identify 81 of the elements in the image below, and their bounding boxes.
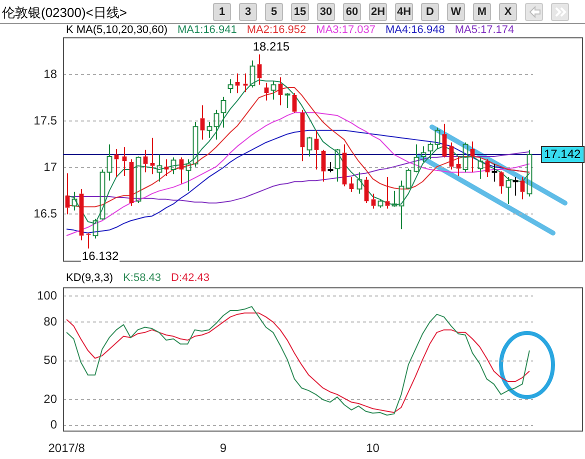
text: X (499, 3, 517, 21)
candlestick (179, 156, 184, 184)
candlestick (284, 92, 290, 109)
candlestick (342, 144, 347, 187)
candlestick (214, 109, 220, 140)
candlestick (398, 180, 404, 230)
candlestick (129, 158, 134, 206)
y-tick-label: 20 (44, 392, 58, 406)
chart-title: 伦敦银(02300)<日线> (2, 4, 127, 22)
y-tick-label: 17 (44, 160, 58, 174)
candlestick (492, 163, 498, 182)
candlestick (449, 142, 454, 170)
text: 4H (395, 3, 413, 21)
candlestick (442, 123, 447, 158)
text: 5 (265, 3, 283, 21)
candlestick (371, 193, 376, 210)
text: MA3:17.037 (316, 24, 376, 36)
candlestick (143, 149, 148, 173)
candlestick (506, 176, 512, 204)
candlestick (420, 146, 426, 163)
candlestick (200, 104, 205, 140)
text: 15 (291, 3, 309, 21)
text: 30 (317, 3, 335, 21)
candlestick (392, 190, 398, 208)
candlestick (106, 144, 112, 182)
legend-title: KD(9,3,3) (66, 272, 114, 284)
candlestick (321, 149, 326, 182)
y-tick-label: 50 (44, 353, 58, 368)
text: 2H (369, 3, 387, 21)
candlestick (257, 54, 262, 86)
y-tick-label: 18 (44, 66, 58, 81)
candlestick (186, 158, 192, 192)
candlestick (150, 137, 155, 175)
candlestick (334, 148, 340, 182)
text: W (447, 3, 465, 21)
candlestick (206, 121, 212, 138)
candlestick (228, 78, 234, 94)
x-tick-label: 2017/8 (48, 441, 86, 456)
y-tick-label: 100 (36, 288, 58, 303)
candlestick (65, 172, 70, 215)
annotation: 18.215 (252, 40, 290, 54)
x-tick-label: 10 (366, 441, 380, 456)
text: D:42.43 (171, 272, 210, 284)
y-tick-label: 16.5 (34, 206, 58, 221)
candlestick (356, 172, 362, 194)
y-tick-label: 17.5 (34, 113, 58, 128)
candlestick (414, 144, 420, 173)
text: MA5:17.174 (454, 24, 514, 36)
text: MA1:16.941 (178, 24, 237, 36)
candlestick (79, 188, 84, 241)
candlestick (72, 191, 78, 211)
candlestick (164, 158, 169, 177)
candlestick (520, 176, 525, 200)
candlestick (512, 176, 518, 196)
text: D (421, 3, 439, 21)
candlestick (470, 141, 475, 173)
x-tick-label: 9 (220, 441, 227, 456)
text: 60 (343, 3, 361, 21)
candlestick (220, 96, 226, 128)
candlestick (300, 109, 305, 162)
candlestick (499, 170, 504, 194)
legend-title: K MA(5,10,20,30,60) (66, 24, 168, 36)
y-tick-label: 80 (44, 314, 58, 328)
candlestick (156, 154, 162, 182)
candlestick (328, 162, 334, 173)
text: MA4:16.948 (386, 24, 445, 36)
candlestick (526, 149, 532, 198)
text: 1 (213, 3, 231, 21)
text: M (473, 3, 491, 21)
candlestick (428, 142, 434, 160)
text: K:58.43 (123, 272, 161, 284)
candlestick (364, 176, 369, 204)
candlestick (385, 176, 390, 210)
y-tick-label: 0 (50, 418, 58, 432)
candlestick (478, 156, 484, 180)
candlestick (270, 80, 276, 100)
candlestick (485, 158, 490, 178)
annotation: 16.132 (82, 248, 119, 263)
text: 3 (239, 3, 257, 21)
text: MA2:16.952 (246, 24, 306, 36)
ref-line-label: 17.142 (544, 146, 582, 161)
